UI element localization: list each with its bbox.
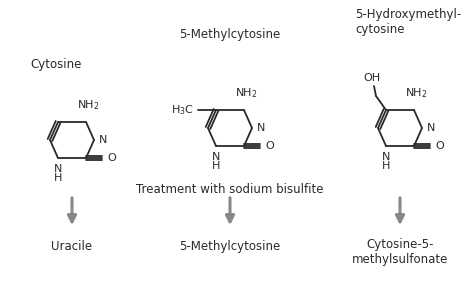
Text: 5-Methylcytosine: 5-Methylcytosine bbox=[179, 28, 281, 41]
Text: N: N bbox=[54, 164, 62, 174]
Text: Treatment with sodium bisulfite: Treatment with sodium bisulfite bbox=[136, 183, 324, 196]
Text: Cytosine: Cytosine bbox=[30, 58, 82, 71]
Text: H: H bbox=[212, 161, 220, 171]
Text: OH: OH bbox=[364, 73, 381, 83]
Text: O: O bbox=[265, 141, 274, 151]
Text: NH$_2$: NH$_2$ bbox=[235, 86, 257, 100]
Text: Cytosine-5-
methylsulfonate: Cytosine-5- methylsulfonate bbox=[352, 238, 448, 266]
Text: H: H bbox=[382, 161, 390, 171]
Text: N: N bbox=[382, 152, 390, 162]
Text: N: N bbox=[427, 123, 436, 133]
Text: NH$_2$: NH$_2$ bbox=[405, 86, 427, 100]
Text: 5-Hydroxymethyl-
cytosine: 5-Hydroxymethyl- cytosine bbox=[355, 8, 461, 36]
Text: H: H bbox=[54, 173, 62, 183]
Text: O: O bbox=[107, 153, 116, 163]
Text: NH$_2$: NH$_2$ bbox=[77, 98, 99, 112]
Text: N: N bbox=[257, 123, 265, 133]
Text: Uracile: Uracile bbox=[52, 240, 92, 253]
Text: H$_3$C: H$_3$C bbox=[171, 103, 194, 117]
Text: N: N bbox=[212, 152, 220, 162]
Text: 5-Methylcytosine: 5-Methylcytosine bbox=[179, 240, 281, 253]
Text: O: O bbox=[435, 141, 444, 151]
Text: N: N bbox=[99, 135, 108, 145]
